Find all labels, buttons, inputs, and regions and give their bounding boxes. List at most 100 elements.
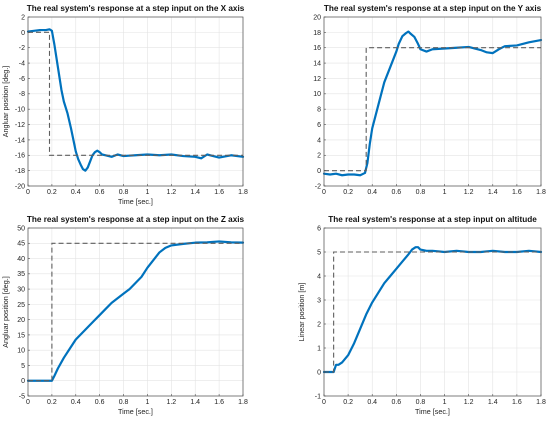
response-line — [26, 240, 245, 382]
y-tick-label: 14 — [313, 60, 321, 67]
reference-step-line — [28, 242, 243, 382]
y-tick-label: -16 — [15, 153, 25, 160]
y-tick-label: 4 — [317, 273, 321, 280]
y-tick-label: 8 — [317, 107, 321, 114]
y-tick-label: 16 — [313, 45, 321, 52]
y-tick-label: 10 — [313, 91, 321, 98]
y-tick-label: 2 — [317, 153, 321, 160]
x-tick-label: 1.8 — [238, 399, 248, 406]
y-tick-label: 5 — [317, 249, 321, 256]
chart-title: The real system's response at a step inp… — [328, 215, 537, 224]
x-tick-label: 0.8 — [119, 399, 129, 406]
y-tick-label: -2 — [19, 45, 25, 52]
y-tick-label: 20 — [313, 14, 321, 21]
y-tick-label: 0 — [21, 30, 25, 37]
x-tick-label: 0.4 — [71, 399, 81, 406]
y-tick-label: 30 — [17, 286, 25, 293]
x-tick-label: 1.6 — [214, 399, 224, 406]
y-tick-label: 15 — [17, 332, 25, 339]
x-tick-label: 1.6 — [512, 399, 522, 406]
plot-area — [324, 17, 541, 186]
y-tick-label: -14 — [15, 137, 25, 144]
y-tick-label: -20 — [15, 183, 25, 190]
y-tick-label: -2 — [315, 183, 321, 190]
chart-panel-y-axis: 0 0.2 0.4 0.6 0.8 1 1.2 1.4 1.6 1.8-2024681012141… — [313, 4, 546, 196]
x-tick-label: 0.4 — [367, 189, 377, 196]
response-line — [322, 30, 543, 177]
y-tick-label: 45 — [17, 241, 25, 248]
y-tick-label: 6 — [317, 122, 321, 129]
x-tick-label: 0.6 — [95, 399, 105, 406]
x-axis-label: Time [sec.] — [118, 197, 153, 206]
plot-area — [324, 228, 541, 396]
reference-step-line — [324, 47, 541, 172]
y-tick-label: 2 — [21, 14, 25, 21]
y-axis-label: Angluar position [deg.] — [1, 276, 10, 348]
y-tick-label: -12 — [15, 122, 25, 129]
x-tick-label: 0 — [26, 399, 30, 406]
plot-area — [28, 228, 243, 396]
x-axis-label: Time [sec.] — [118, 407, 153, 416]
x-tick-label: 1.2 — [166, 189, 176, 196]
y-tick-label: -5 — [19, 393, 25, 400]
reference-step-line — [28, 31, 243, 156]
x-tick-label: 0.8 — [119, 189, 129, 196]
y-tick-label: 0 — [317, 369, 321, 376]
x-tick-label: 1.4 — [488, 189, 498, 196]
reference-step-line — [324, 251, 541, 373]
y-tick-label: 25 — [17, 302, 25, 309]
y-tick-label: 18 — [313, 30, 321, 37]
x-tick-label: 0.4 — [71, 189, 81, 196]
plot-area — [28, 17, 243, 186]
x-tick-label: 0.6 — [391, 399, 401, 406]
x-tick-label: 1.4 — [488, 399, 498, 406]
y-tick-label: 1 — [317, 345, 321, 352]
x-tick-label: 0 — [26, 189, 30, 196]
y-tick-label: -1 — [315, 393, 321, 400]
x-tick-label: 0.2 — [343, 399, 353, 406]
x-tick-label: 0.8 — [416, 189, 426, 196]
x-tick-label: 0.6 — [95, 189, 105, 196]
x-tick-label: 0.6 — [391, 189, 401, 196]
x-tick-label: 1 — [145, 399, 149, 406]
x-tick-label: 1.8 — [238, 189, 248, 196]
y-tick-label: 40 — [17, 256, 25, 263]
y-axis-label: Angluar position [deg.] — [1, 66, 10, 138]
x-tick-label: 0.2 — [343, 189, 353, 196]
x-tick-label: 1.2 — [464, 399, 474, 406]
x-tick-label: 1.4 — [190, 399, 200, 406]
x-tick-label: 0 — [322, 189, 326, 196]
y-tick-label: 2 — [317, 321, 321, 328]
x-tick-label: 1 — [443, 399, 447, 406]
y-tick-label: 35 — [17, 271, 25, 278]
y-tick-label: 50 — [17, 225, 25, 232]
y-tick-label: -4 — [19, 60, 25, 67]
x-tick-label: 0.2 — [47, 399, 57, 406]
y-tick-label: 6 — [317, 225, 321, 232]
y-tick-label: -10 — [15, 107, 25, 114]
x-tick-label: 1.6 — [512, 189, 522, 196]
axes-box — [27, 227, 244, 397]
x-tick-label: 1 — [145, 189, 149, 196]
y-tick-label: 4 — [317, 137, 321, 144]
axes-box — [323, 227, 542, 397]
chart-panel-z-axis: 0 0.2 0.4 0.6 0.8 1 1.2 1.4 1.6 1.8-5051015202530… — [1, 215, 248, 416]
y-tick-label: 20 — [17, 317, 25, 324]
y-tick-label: 10 — [17, 348, 25, 355]
chart-title: The real system's response at a step inp… — [324, 4, 542, 13]
y-tick-label: 12 — [313, 76, 321, 83]
x-tick-label: 0.4 — [367, 399, 377, 406]
y-tick-label: 0 — [21, 378, 25, 385]
y-axis-label: Linear position [m] — [297, 283, 306, 342]
x-tick-label: 1.8 — [536, 399, 546, 406]
axes-box — [323, 16, 542, 187]
y-tick-label: 3 — [317, 297, 321, 304]
x-tick-label: 0.8 — [416, 399, 426, 406]
x-tick-label: 1 — [443, 189, 447, 196]
y-tick-label: -8 — [19, 91, 25, 98]
y-tick-label: -6 — [19, 76, 25, 83]
x-axis-label: Time [sec.] — [415, 407, 450, 416]
x-tick-label: 0 — [322, 399, 326, 406]
chart-panel-x-axis: 0 0.2 0.4 0.6 0.8 1 1.2 1.4 1.6 1.8-20-18-16-14-1… — [1, 4, 248, 206]
